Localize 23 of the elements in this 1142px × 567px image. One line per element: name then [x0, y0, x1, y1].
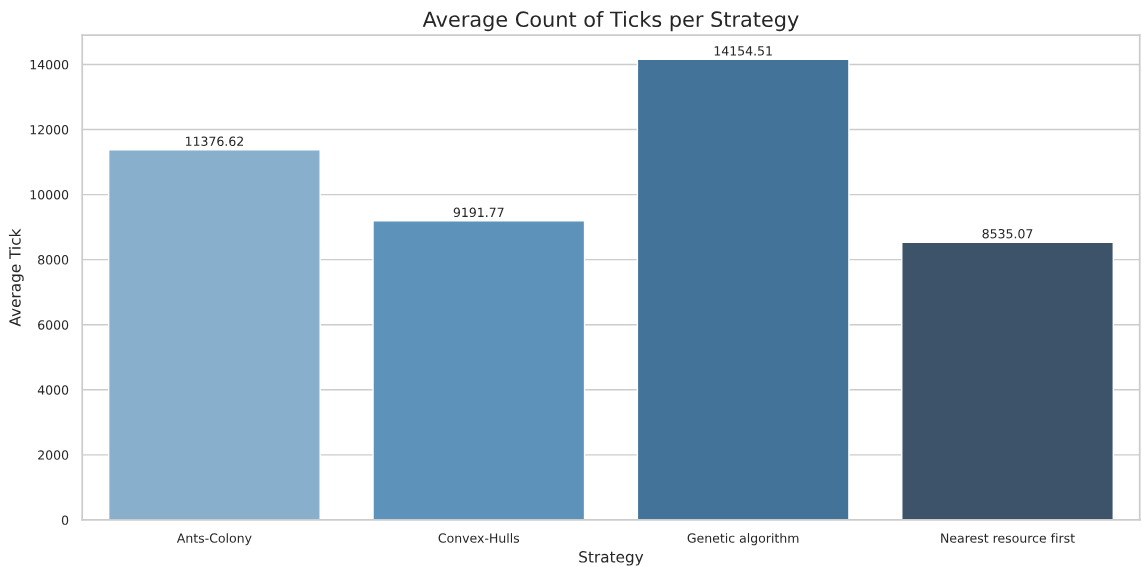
- data-label: 11376.62: [185, 136, 243, 146]
- y-axis-title: Average Tick: [8, 228, 24, 327]
- bar: [636, 58, 850, 520]
- chart-title: Average Count of Ticks per Strategy: [422, 10, 799, 32]
- data-label: 8535.07: [982, 228, 1033, 239]
- x-tick-label: Convex-Hulls: [438, 533, 520, 543]
- y-tick-label: 14000: [30, 59, 69, 70]
- data-label: 9191.77: [453, 207, 504, 218]
- y-tick-label: 8000: [38, 255, 69, 265]
- y-tick-label: 0: [61, 515, 69, 525]
- bar: [107, 149, 321, 520]
- y-tick-label: 6000: [38, 320, 69, 330]
- bar: [372, 220, 586, 520]
- x-tick-label: Ants-Colony: [176, 533, 252, 546]
- y-tick-label: 4000: [37, 385, 69, 395]
- y-tick-label: 10000: [30, 190, 69, 200]
- bar: [901, 241, 1114, 520]
- data-label: 14154.51: [714, 46, 772, 56]
- x-axis-title: Strategy: [579, 551, 644, 566]
- y-tick-label: 2000: [38, 450, 69, 460]
- x-tick-label: Nearest resource first: [941, 533, 1075, 543]
- x-tick-label: Genetic algorithm: [687, 533, 799, 546]
- y-tick-label: 12000: [30, 124, 69, 135]
